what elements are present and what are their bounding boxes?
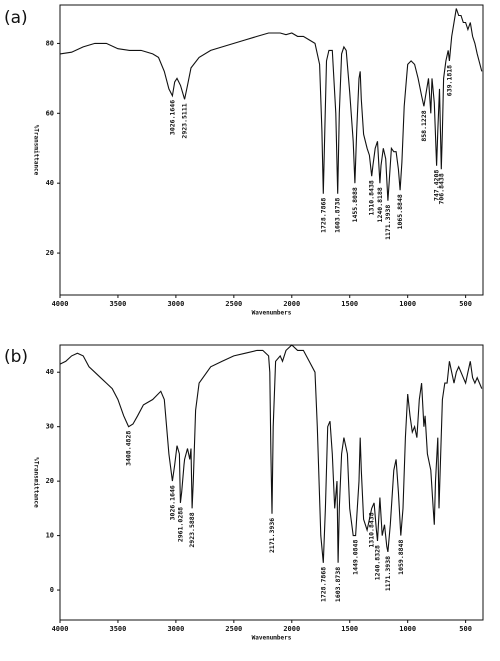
peak-label: 3026.1646 xyxy=(168,485,176,520)
peak-label: 1603.8738 xyxy=(334,567,342,602)
peak-label: 1603.8738 xyxy=(334,198,342,233)
x-tick-label: 1500 xyxy=(341,300,358,308)
y-axis-label: %Transmittance xyxy=(33,125,40,176)
peak-label: 2923.5111 xyxy=(181,103,189,138)
peak-label: 2923.5888 xyxy=(188,512,196,547)
peak-label: 1310.8438 xyxy=(368,512,376,547)
x-tick-label: 1000 xyxy=(399,300,416,308)
x-tick-label: 500 xyxy=(459,300,472,308)
peak-label: 747.4208 xyxy=(433,170,441,201)
x-tick-label: 2500 xyxy=(225,300,242,308)
y-tick-label: 0 xyxy=(50,586,54,594)
x-tick-label: 500 xyxy=(459,625,472,633)
peak-label: 1171.3938 xyxy=(384,556,392,591)
x-axis-label: Wavenumbers xyxy=(252,635,292,642)
x-axis-label: Wavenumbers xyxy=(252,310,292,317)
peak-label: 1728.7868 xyxy=(319,567,327,602)
x-tick-label: 3500 xyxy=(110,625,127,633)
y-tick-label: 20 xyxy=(46,249,54,257)
y-tick-label: 60 xyxy=(46,109,54,117)
x-tick-label: 4000 xyxy=(52,625,69,633)
y-axis-label: %Transmittance xyxy=(33,457,40,508)
peak-label: 858.1228 xyxy=(420,110,428,141)
x-tick-label: 1000 xyxy=(399,625,416,633)
peak-label: 1455.8088 xyxy=(351,187,359,222)
x-tick-label: 2000 xyxy=(283,300,300,308)
x-tick-label: 3000 xyxy=(167,625,184,633)
x-tick-label: 3000 xyxy=(167,300,184,308)
x-tick-label: 4000 xyxy=(52,300,69,308)
y-tick-label: 80 xyxy=(46,39,54,47)
x-tick-label: 2000 xyxy=(283,625,300,633)
peak-label: 706.8438 xyxy=(437,173,445,204)
peak-label: 3026.1646 xyxy=(168,100,176,135)
panel-label: (a) xyxy=(4,8,28,28)
x-tick-label: 3500 xyxy=(110,300,127,308)
spectrum-line xyxy=(59,8,483,201)
peak-label: 2961.0288 xyxy=(176,507,184,542)
peak-label: 1059.8848 xyxy=(397,540,405,575)
peak-label: 1065.8848 xyxy=(396,194,404,229)
plot-frame xyxy=(59,4,484,296)
peak-label: 1240.8188 xyxy=(376,187,384,222)
peak-label: 639.1818 xyxy=(445,65,453,96)
spectrum-line xyxy=(59,344,483,563)
peak-label: 1310.8438 xyxy=(368,180,376,215)
x-tick-label: 2500 xyxy=(225,625,242,633)
peak-label: 1171.3938 xyxy=(384,205,392,240)
y-tick-label: 10 xyxy=(46,532,54,540)
peak-label: 3408.4828 xyxy=(125,431,133,466)
panel-label: (b) xyxy=(4,347,28,367)
peak-label: 2171.3936 xyxy=(268,518,276,553)
peak-label: 1449.0848 xyxy=(352,540,360,575)
y-tick-label: 30 xyxy=(46,423,54,431)
y-tick-label: 40 xyxy=(46,368,54,376)
x-tick-label: 1500 xyxy=(341,625,358,633)
y-tick-label: 20 xyxy=(46,477,54,485)
peak-label: 1728.7868 xyxy=(319,198,327,233)
y-tick-label: 40 xyxy=(46,179,54,187)
plot-frame xyxy=(59,344,484,621)
peak-label: 1240.8328 xyxy=(374,545,382,580)
